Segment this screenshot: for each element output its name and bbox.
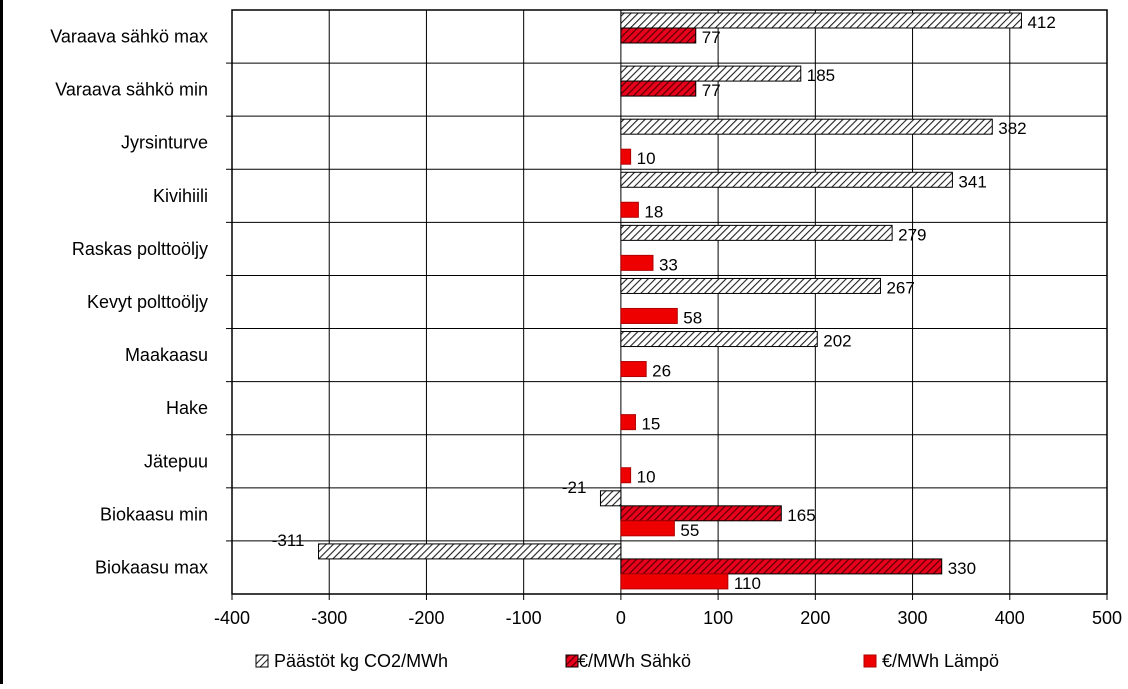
data-label: 55: [680, 521, 699, 540]
category-label: Raskas polttoöljy: [72, 239, 208, 259]
bar-0-10: [318, 543, 622, 560]
data-label: 382: [998, 119, 1026, 138]
legend-swatch: [565, 654, 579, 668]
plot-border: [231, 9, 1108, 595]
data-label: 10: [637, 468, 656, 487]
category-label: Maakaasu: [125, 345, 208, 365]
category-label: Kevyt polttoöljy: [87, 292, 208, 312]
data-label: 165: [787, 506, 815, 525]
bar-2-9: [620, 520, 675, 537]
grid-lines: [226, 10, 1108, 600]
category-labels: Varaava sähkö max Varaava sähkö min Jyrsin…: [50, 27, 208, 578]
x-tick-label: 400: [995, 608, 1025, 628]
x-tick-label: -300: [311, 608, 347, 628]
data-label: -311: [272, 531, 305, 550]
data-label: 10: [637, 149, 656, 168]
data-label: 110: [734, 574, 761, 593]
data-label: 58: [683, 308, 702, 327]
x-tick-label: 500: [1092, 608, 1122, 628]
data-labels: 412 185 382 341 279 267 202 -21 -311 77 77 165 330 10…: [272, 13, 1056, 593]
x-tick-labels: -400 -300 -200 -100 0 100 200 300 400 500: [214, 608, 1122, 628]
data-label: -21: [562, 478, 587, 497]
category-label: Jyrsinturve: [121, 133, 208, 153]
x-tick-label: 100: [703, 608, 733, 628]
bar-1-9: [620, 505, 782, 522]
data-label: 330: [948, 559, 976, 578]
plot-area: [231, 9, 1108, 595]
bar-0-6: [620, 331, 818, 348]
data-label: 77: [702, 28, 721, 47]
x-tick-label: -200: [408, 608, 444, 628]
data-label: 15: [641, 415, 660, 434]
bar-2-3: [620, 201, 639, 218]
legend: Päästöt kg CO2/MWh €/MWh Sähkö €/MWh Lämpö: [255, 651, 999, 671]
legend-label: Päästöt kg CO2/MWh: [274, 651, 448, 671]
bar-0-0: [620, 12, 1022, 29]
data-label: 77: [702, 81, 721, 100]
bar-0-2: [620, 118, 993, 135]
category-label: Varaava sähkö max: [50, 27, 208, 47]
bar-2-5: [620, 307, 678, 324]
data-label: 18: [644, 202, 663, 221]
x-tick-label: 200: [800, 608, 830, 628]
legend-swatch: [255, 654, 269, 668]
bar-2-6: [620, 361, 647, 378]
data-label: 341: [958, 172, 986, 191]
category-label: Biokaasu min: [100, 504, 208, 524]
bar-0-9: [599, 490, 622, 507]
category-label: Hake: [166, 398, 208, 418]
data-label: 26: [652, 362, 671, 381]
data-label: 185: [807, 66, 835, 85]
bar-1-1: [620, 80, 697, 97]
bar-2-8: [620, 467, 632, 484]
x-tick-label: 0: [616, 608, 626, 628]
category-label: Biokaasu max: [95, 557, 208, 577]
bar-2-4: [620, 254, 654, 271]
bar-2-10: [620, 573, 729, 590]
x-tick-label: -100: [506, 608, 542, 628]
bar-0-3: [620, 171, 953, 188]
bar-0-1: [620, 65, 802, 82]
legend-swatch: [863, 654, 877, 668]
data-label: 33: [659, 255, 678, 274]
x-tick-label: -400: [214, 608, 250, 628]
chart-border-left: [0, 0, 3, 684]
bar-0-5: [620, 277, 881, 294]
category-label: Varaava sähkö min: [55, 80, 208, 100]
bar-2-7: [620, 414, 636, 431]
bar-2-2: [620, 148, 632, 165]
bar-0-4: [620, 224, 893, 241]
category-label: Jätepuu: [144, 451, 208, 471]
x-tick-label: 300: [898, 608, 928, 628]
data-label: 202: [823, 332, 851, 351]
data-label: 412: [1027, 13, 1055, 32]
legend-label: €/MWh Sähkö: [578, 651, 691, 671]
data-label: 279: [898, 225, 926, 244]
category-label: Kivihiili: [153, 186, 208, 206]
data-label: 267: [886, 278, 914, 297]
legend-label: €/MWh Lämpö: [882, 651, 999, 671]
bars: [318, 12, 1022, 590]
bar-1-10: [620, 558, 943, 575]
bar-1-0: [620, 27, 697, 44]
